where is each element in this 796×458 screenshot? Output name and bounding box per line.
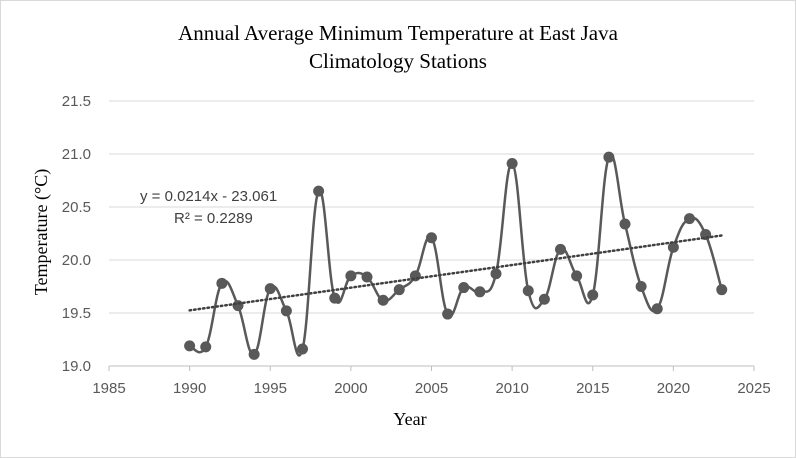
- y-tick-label: 21.5: [62, 93, 91, 110]
- data-point: [506, 158, 518, 170]
- data-point: [216, 277, 228, 289]
- data-point: [361, 271, 373, 283]
- data-point: [603, 151, 615, 163]
- x-tick-label: 2000: [334, 380, 367, 397]
- data-point: [490, 268, 502, 280]
- y-tick-label: 21.0: [62, 146, 91, 163]
- y-axis-title: Temperature (°C): [31, 169, 52, 295]
- data-point: [522, 285, 534, 297]
- data-point: [248, 348, 260, 360]
- y-tick-label: 20.5: [62, 199, 91, 216]
- y-tick-label: 19.5: [62, 305, 91, 322]
- chart-title-line-1: Annual Average Minimum Temperature at Ea…: [178, 21, 618, 45]
- x-tick-label: 1985: [92, 380, 125, 397]
- data-point: [313, 185, 325, 197]
- data-point: [538, 293, 550, 305]
- x-tick-label: 2015: [576, 380, 609, 397]
- series-layer: [184, 151, 728, 360]
- data-point: [200, 341, 212, 353]
- data-point: [442, 308, 454, 320]
- x-tick-label: 2010: [495, 380, 528, 397]
- x-tick-label: 2020: [657, 380, 690, 397]
- y-tick-label: 19.0: [62, 358, 91, 375]
- data-point: [619, 218, 631, 230]
- x-tick-label: 2005: [415, 380, 448, 397]
- data-point: [297, 343, 308, 355]
- data-point: [716, 284, 728, 296]
- data-point: [280, 305, 292, 317]
- y-tick-label: 20.0: [62, 252, 91, 269]
- data-point: [345, 270, 357, 282]
- data-point: [667, 241, 679, 253]
- x-axis-title: Year: [393, 409, 426, 429]
- data-point: [571, 270, 583, 282]
- data-point: [329, 292, 341, 304]
- x-tick-label: 1995: [254, 380, 287, 397]
- trendline-layer: [188, 234, 723, 312]
- data-point: [635, 281, 647, 292]
- data-point: [555, 243, 566, 255]
- data-point: [232, 300, 244, 312]
- data-point: [377, 294, 389, 306]
- x-tick-labels: 1985 1990 1995 2000 2005 2010 2015 2020 2025: [92, 380, 770, 397]
- data-point: [651, 303, 663, 315]
- axes: [108, 365, 755, 371]
- data-point: [587, 289, 599, 301]
- data-point: [684, 213, 695, 225]
- chart-title-line-2: Climatology Stations: [309, 49, 487, 73]
- data-point: [458, 282, 470, 294]
- grid-lines: [109, 100, 754, 314]
- trendline-equation: y = 0.0214x - 23.061: [140, 188, 277, 205]
- data-point: [474, 286, 486, 298]
- data-point: [184, 340, 196, 352]
- trendline-r-squared: R² = 0.2289: [174, 210, 253, 227]
- series-line: [189, 153, 723, 357]
- data-point: [393, 284, 405, 296]
- data-point: [264, 283, 276, 295]
- x-tick-label: 1990: [173, 380, 206, 397]
- y-tick-labels: 19.0 19.5 20.0 20.5 21.0 21.5: [62, 93, 91, 375]
- data-point: [426, 232, 437, 244]
- x-tick-label: 2025: [737, 380, 770, 397]
- trendline: [188, 234, 723, 312]
